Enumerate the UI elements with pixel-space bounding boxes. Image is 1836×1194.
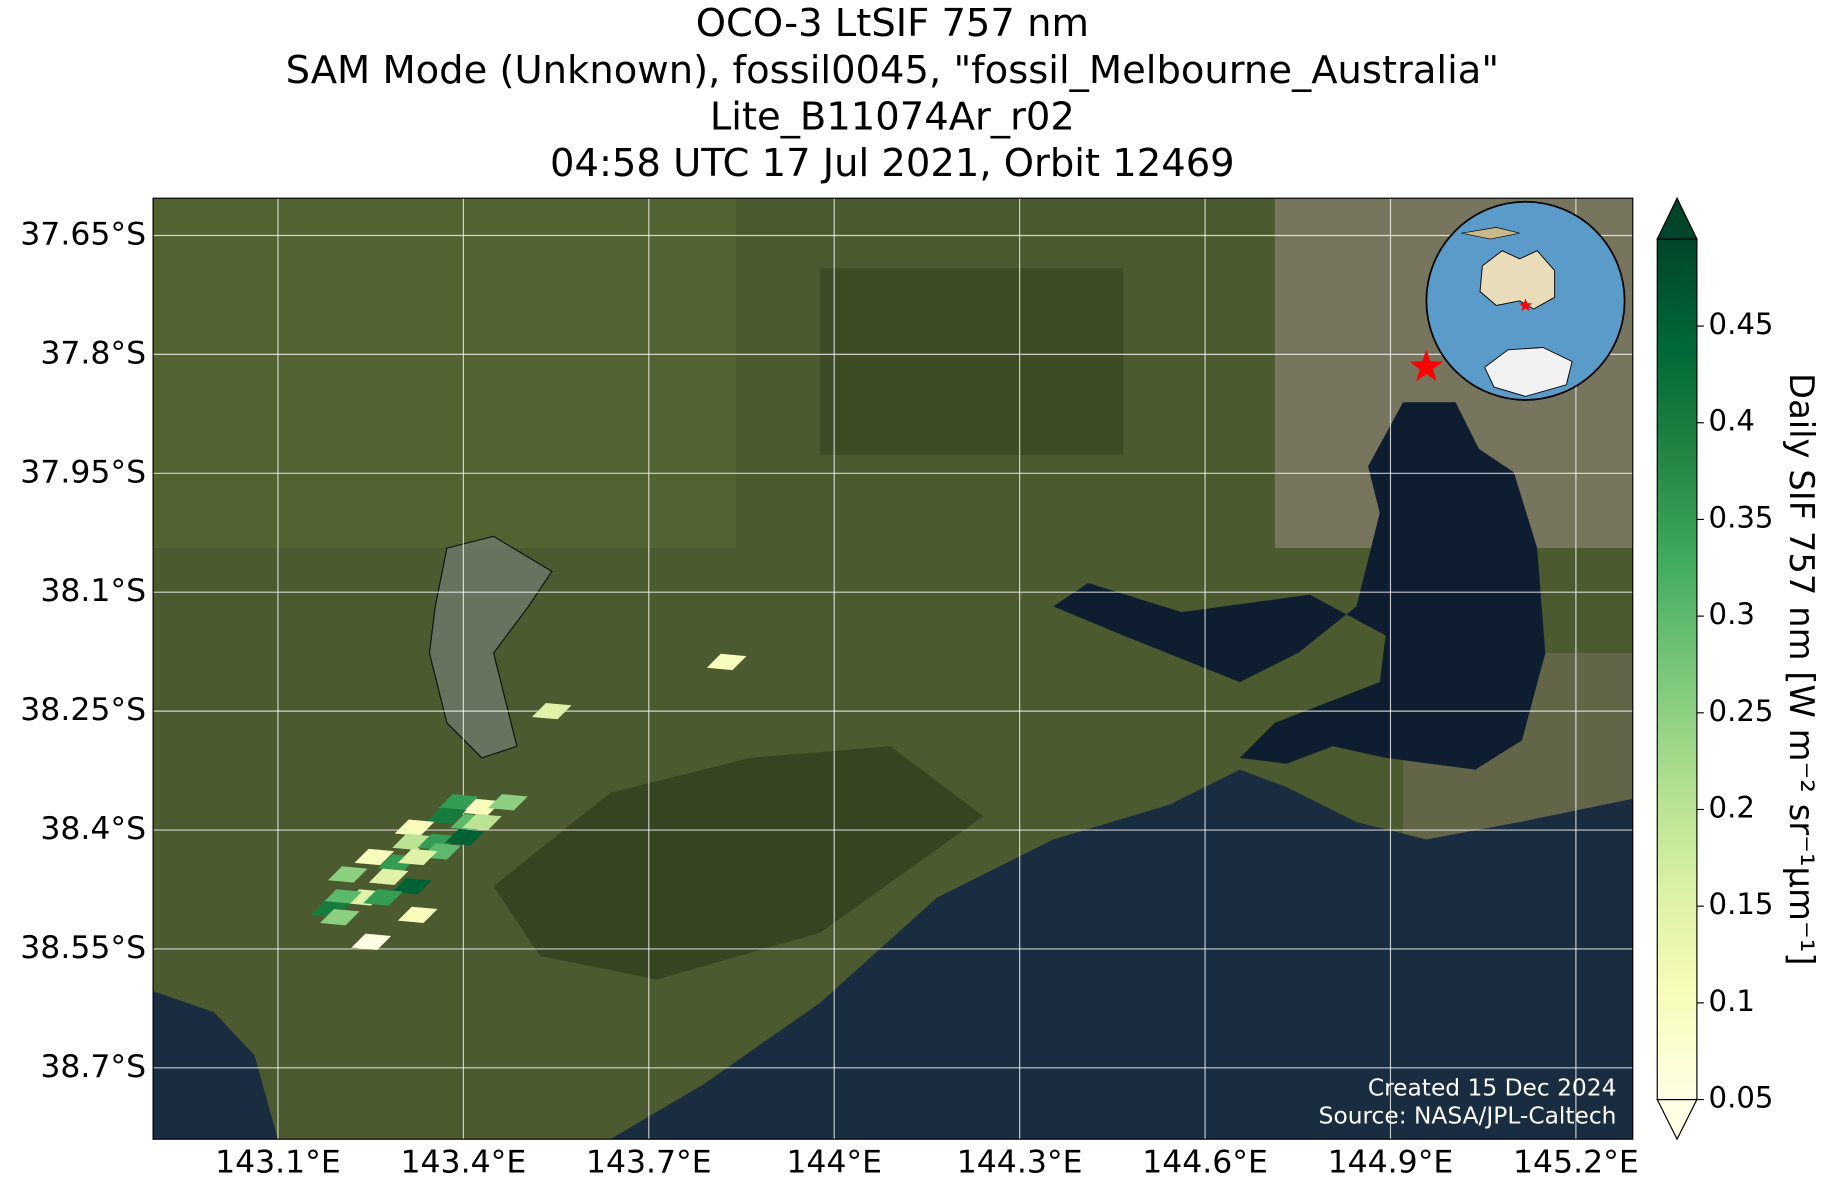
colorbar-extend-top	[1656, 196, 1698, 240]
x-tick-label: 144.3°E	[957, 1145, 1083, 1181]
footprints	[397, 906, 438, 924]
colorbar-tick-label: 0.35	[1709, 500, 1774, 534]
basemap	[153, 198, 1633, 1140]
footprints	[368, 868, 409, 885]
sif-footprint	[444, 829, 485, 846]
footprints	[444, 829, 485, 846]
y-tick-label: 38.25°S	[20, 692, 146, 728]
y-tick-label: 38.7°S	[40, 1049, 146, 1085]
footprints	[392, 878, 432, 895]
footprints	[322, 889, 363, 906]
sif-footprint	[426, 807, 467, 824]
sif-footprint	[397, 848, 438, 866]
x-tick-label: 145.2°E	[1513, 1145, 1639, 1181]
colorbar-tick-label: 0.2	[1709, 790, 1755, 824]
sif-footprint	[368, 868, 409, 885]
chart-title: Lite_B11074Ar_r02	[710, 94, 1075, 139]
sif-footprint	[462, 798, 502, 816]
sif-footprint	[531, 702, 572, 720]
y-tick-label: 37.95°S	[20, 454, 146, 490]
sif-footprint	[394, 819, 435, 836]
footprints	[438, 794, 479, 811]
colorbar-tick-label: 0.05	[1709, 1081, 1774, 1115]
credit-text: Source: NASA/JPL-Caltech	[1319, 1103, 1617, 1130]
colorbar-tick-label: 0.1	[1709, 984, 1755, 1018]
sif-footprint	[354, 848, 395, 866]
sif-footprint	[327, 866, 368, 883]
y-tick-label: 37.65°S	[20, 216, 146, 252]
footprints	[394, 819, 435, 836]
sif-footprint	[392, 878, 432, 895]
x-tick-label: 144°E	[786, 1145, 882, 1181]
colorbar-tick-label: 0.25	[1709, 694, 1774, 728]
inset-site-marker	[1518, 298, 1533, 312]
sif-footprint	[438, 794, 479, 811]
x-tick-label: 144.9°E	[1328, 1145, 1454, 1181]
colorbar-tick-label: 0.15	[1709, 887, 1774, 921]
footprints	[531, 702, 572, 720]
footprints	[462, 798, 502, 816]
sif-footprint	[397, 906, 438, 924]
x-tick-label: 143.4°E	[401, 1145, 527, 1181]
footprints	[354, 848, 395, 866]
sif-footprint	[488, 794, 528, 811]
chart-title: SAM Mode (Unknown), fossil0045, "fossil_…	[286, 48, 1499, 93]
sif-footprint	[319, 909, 360, 926]
sif-footprint	[322, 889, 363, 906]
colorbar-extend-bottom	[1656, 1098, 1698, 1141]
sif-footprint	[363, 889, 403, 906]
colorbar-tick-label: 0.4	[1709, 404, 1755, 438]
footprints	[363, 889, 403, 906]
sif-footprint	[706, 653, 747, 671]
y-tick-label: 38.55°S	[20, 930, 146, 966]
site-marker	[1409, 349, 1443, 382]
chart-title: OCO-3 LtSIF 757 nm	[696, 1, 1089, 46]
footprints	[327, 866, 368, 883]
chart-title: 04:58 UTC 17 Jul 2021, Orbit 12469	[550, 141, 1235, 186]
x-tick-label: 143.1°E	[215, 1145, 341, 1181]
footprints	[462, 813, 502, 831]
colorbar-tick-label: 0.45	[1709, 307, 1774, 341]
footprints	[706, 653, 747, 671]
footprints	[319, 909, 360, 926]
colorbar-label: Daily SIF 757 nm [W m⁻² sr⁻¹μm⁻¹]	[1782, 373, 1821, 965]
footprints	[351, 933, 392, 950]
sif-footprint	[351, 933, 392, 950]
credit-text: Created 15 Dec 2024	[1368, 1075, 1617, 1102]
x-tick-label: 143.7°E	[586, 1145, 712, 1181]
y-tick-label: 38.4°S	[40, 811, 146, 847]
x-tick-label: 144.6°E	[1142, 1145, 1268, 1181]
inset-globe	[1425, 200, 1626, 401]
y-tick-label: 37.8°S	[40, 335, 146, 371]
map-frame	[152, 197, 1634, 1140]
colorbar-tick-label: 0.3	[1709, 597, 1755, 631]
footprints	[488, 794, 528, 811]
sif-footprint	[462, 813, 502, 831]
footprints	[397, 848, 438, 866]
footprints	[426, 807, 467, 824]
colorbar	[1656, 238, 1698, 1101]
y-tick-label: 38.1°S	[40, 573, 146, 609]
